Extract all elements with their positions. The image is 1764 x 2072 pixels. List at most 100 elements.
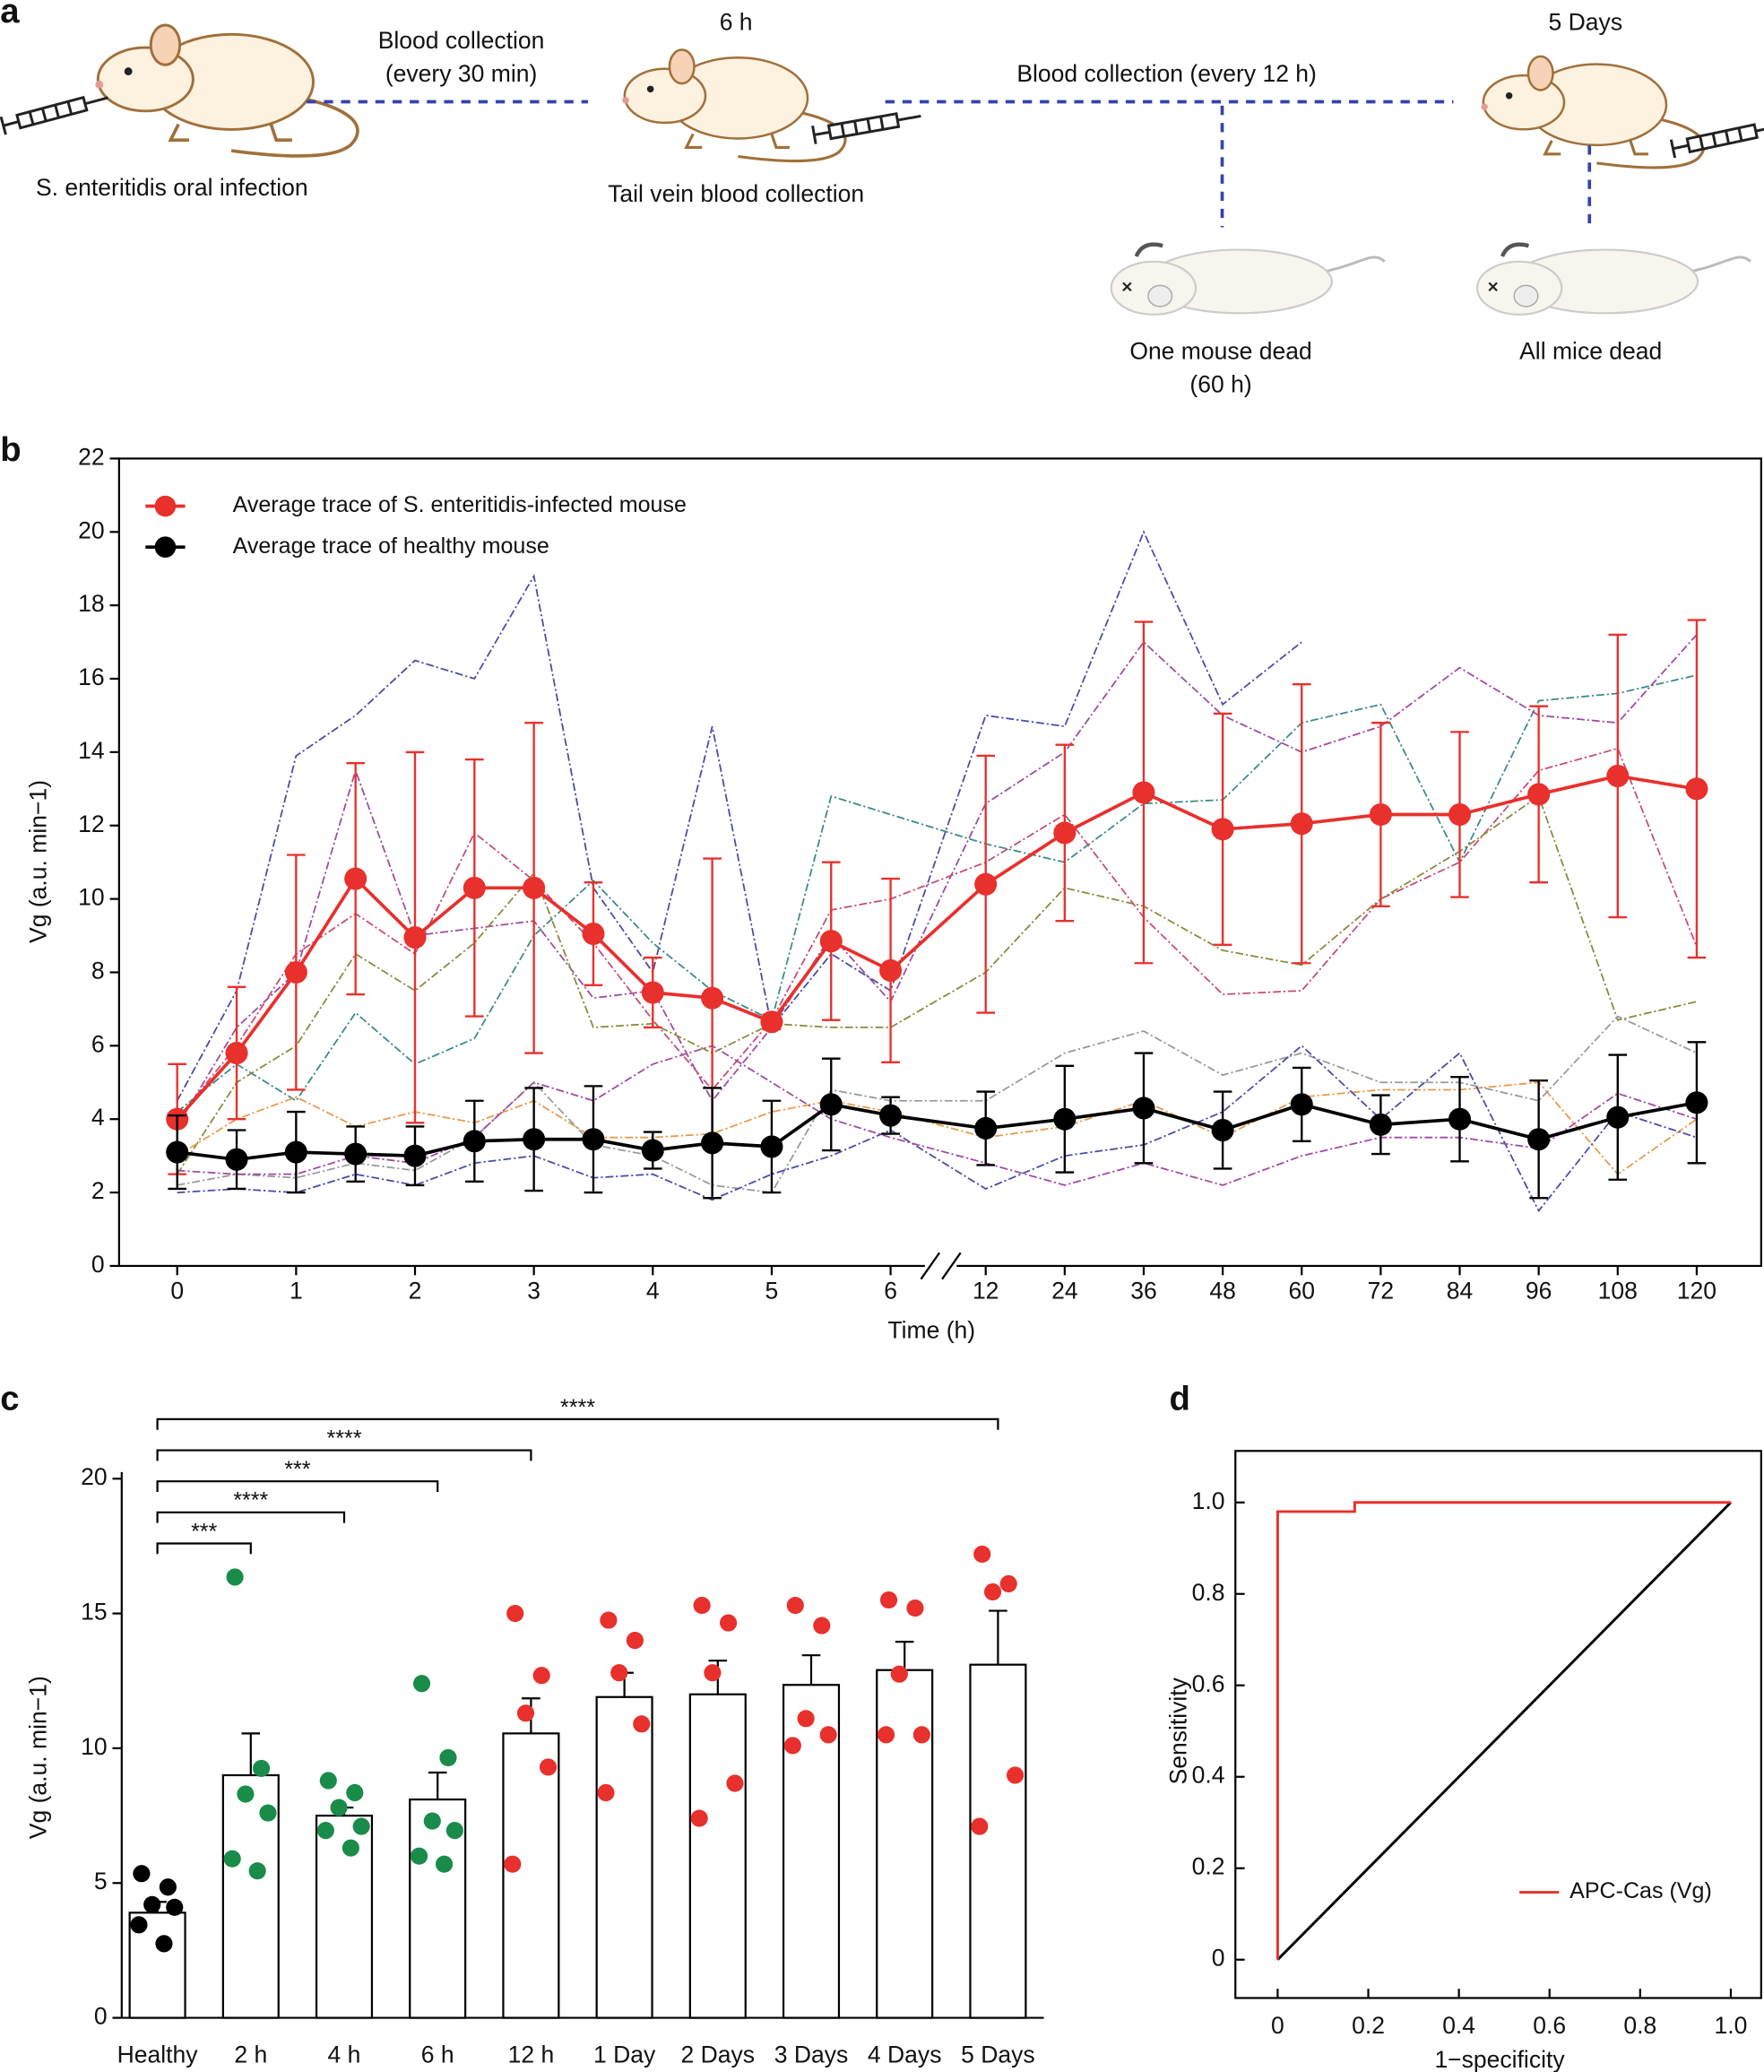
data-point <box>890 1665 908 1683</box>
data-point <box>1606 1105 1630 1129</box>
data-point <box>641 981 664 1004</box>
significance-bracket <box>156 1480 439 1492</box>
y-tick-label: 12 <box>78 811 105 837</box>
data-point <box>1685 777 1708 801</box>
y-tick-label: 0.4 <box>1192 1762 1225 1789</box>
data-point <box>166 1140 189 1164</box>
x-tick-label: 1.0 <box>1715 2012 1748 2039</box>
x-tick-label: 6 h <box>421 2041 454 2068</box>
data-point <box>633 1715 651 1733</box>
x-tick-label: 5 Days <box>961 2041 1035 2068</box>
data-point <box>159 1878 177 1896</box>
data-point <box>626 1632 644 1650</box>
data-point <box>819 1093 843 1116</box>
bar <box>595 1695 653 2019</box>
significance-label: **** <box>326 1426 361 1451</box>
panel-label: d <box>1170 1379 1190 1417</box>
significance-label: **** <box>560 1395 595 1420</box>
data-point <box>983 1582 1002 1601</box>
x-tick-label: 0 <box>1271 2012 1284 2039</box>
data-point <box>412 1675 431 1693</box>
data-point <box>1685 1091 1708 1114</box>
data-point <box>506 1604 524 1623</box>
data-point <box>786 1596 804 1615</box>
data-point <box>582 922 605 946</box>
x-tick-label: 6 <box>884 1277 897 1304</box>
data-point <box>435 1855 454 1873</box>
x-tick-label: 2 Days <box>681 2041 756 2068</box>
y-axis-label: Sensitivity <box>1164 1677 1191 1784</box>
data-point <box>143 1895 161 1913</box>
data-point <box>797 1710 815 1728</box>
data-point <box>912 1726 930 1744</box>
y-tick-label: 0 <box>91 1251 105 1278</box>
axis-break <box>920 1252 962 1280</box>
data-point <box>813 1617 831 1634</box>
y-tick-label: 0.6 <box>1192 1670 1225 1697</box>
x-tick-label: 84 <box>1447 1277 1474 1304</box>
x-tick-label: 4 h <box>328 2041 361 2068</box>
data-point <box>225 1148 248 1171</box>
y-tick-label: 20 <box>78 516 105 543</box>
trace-line <box>176 794 1698 1175</box>
death-label: All mice dead <box>1519 338 1662 365</box>
x-tick-label: 3 <box>527 1277 540 1304</box>
series-line <box>1275 1501 1731 1960</box>
death-label: One mouse dead <box>1129 338 1311 365</box>
legend-label: Average trace of healthy mouse <box>233 533 549 559</box>
interval-label: Blood collection <box>378 27 545 54</box>
x-tick-label: 96 <box>1526 1277 1552 1304</box>
plot-frame <box>1234 1450 1762 1999</box>
legend-label: Average trace of S. enteritidis-infected… <box>233 492 687 517</box>
x-tick-label: 0.2 <box>1352 2012 1385 2039</box>
y-tick-label: 4 <box>91 1104 105 1131</box>
data-point <box>319 1772 337 1790</box>
dead-mouse-icon <box>1477 245 1751 315</box>
death-label: (60 h) <box>1189 370 1251 397</box>
bar <box>688 1693 747 2019</box>
data-point <box>879 1104 903 1127</box>
x-tick-label: 60 <box>1288 1277 1315 1304</box>
y-tick-label: 16 <box>78 663 105 690</box>
data-point <box>974 1116 998 1140</box>
y-tick-label: 22 <box>78 443 105 470</box>
significance-bracket <box>156 1542 252 1555</box>
data-point <box>344 867 368 890</box>
data-point <box>726 1774 744 1792</box>
data-point <box>463 1130 486 1153</box>
data-point <box>237 1785 255 1803</box>
step-label: Tail vein blood collection <box>608 180 864 207</box>
data-point <box>1132 781 1155 804</box>
time-label: 5 Days <box>1549 9 1623 36</box>
error-bar <box>895 1641 914 1670</box>
bar <box>969 1663 1027 2019</box>
data-point <box>445 1822 463 1840</box>
data-point <box>1211 1118 1234 1142</box>
data-point <box>1053 1107 1077 1131</box>
error-bar <box>801 1654 821 1686</box>
error-bar <box>428 1771 447 1800</box>
data-point <box>166 1898 184 1916</box>
x-tick-label: 72 <box>1368 1277 1395 1304</box>
data-point <box>352 1817 370 1835</box>
x-tick-label: Healthy <box>117 2041 199 2068</box>
data-point <box>226 1568 244 1586</box>
data-point <box>906 1599 924 1617</box>
trace-line <box>177 1045 1698 1213</box>
data-point <box>403 926 427 949</box>
data-point <box>693 1596 711 1615</box>
x-tick-label: 108 <box>1598 1277 1638 1304</box>
step-label: S. enteritidis oral infection <box>36 174 308 201</box>
legend-marker <box>154 536 177 558</box>
data-point <box>597 1783 615 1802</box>
data-point <box>532 1667 550 1685</box>
x-tick-label: 1 <box>290 1277 303 1304</box>
data-point <box>523 876 546 899</box>
data-point <box>1527 783 1551 806</box>
data-point <box>760 1135 783 1158</box>
trace-line <box>177 1015 1698 1194</box>
trace-line <box>177 674 1698 1113</box>
data-point <box>704 1664 722 1682</box>
data-point <box>423 1812 441 1830</box>
data-point <box>284 960 307 984</box>
